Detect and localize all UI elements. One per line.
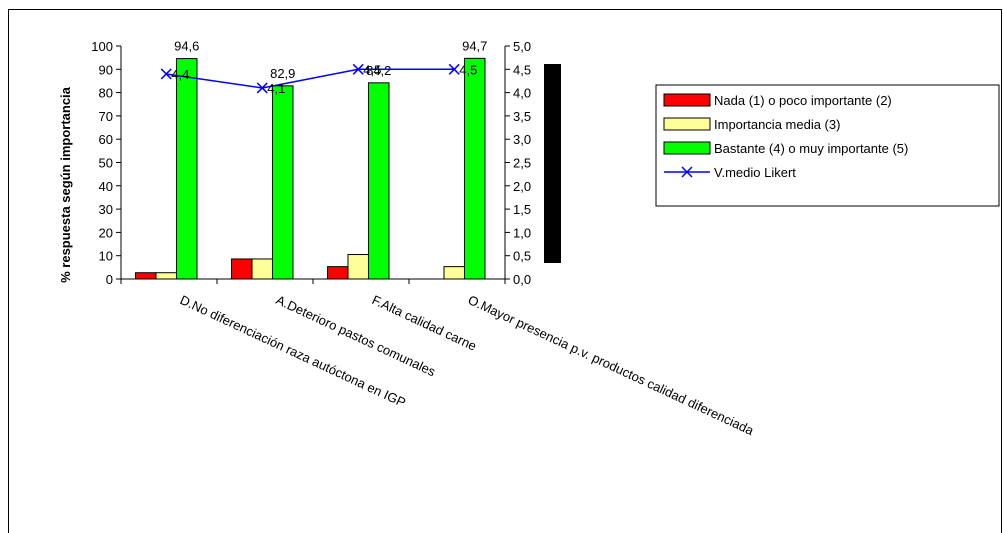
- right-tick-label: 3,5: [513, 109, 531, 124]
- chart-frame: [8, 9, 1002, 533]
- bar-data-label: 94,6: [174, 39, 199, 54]
- left-tick-label: 70: [99, 109, 113, 124]
- bar-media: [251, 258, 273, 280]
- bar-media: [155, 272, 177, 280]
- bar-data-label: 82,9: [270, 66, 295, 81]
- right-tick-label: 4,0: [513, 86, 531, 101]
- left-tick-label: 60: [99, 132, 113, 147]
- bar-nada: [327, 266, 349, 280]
- likert-marker: [160, 68, 172, 80]
- likert-data-label: 4,1: [267, 81, 285, 96]
- legend-swatch: [663, 141, 711, 155]
- category-label: O.Mayor presencia p.v. productos calidad…: [466, 292, 757, 438]
- category-label: A.Deterioro pastos comunales: [274, 292, 439, 379]
- left-tick-label: 90: [99, 62, 113, 77]
- right-axis-dark-block: [544, 64, 561, 263]
- right-tick-label: 1,5: [513, 202, 531, 217]
- y-axis-label: % respuesta según importancia: [58, 86, 73, 283]
- bar-data-label: 94,7: [462, 38, 487, 53]
- bars-group: 94,6 82,9 84,2 94,7: [120, 38, 506, 284]
- right-y-axis: 0,0 0,5 1,0 1,5 2,0 2,5 3,0 3,5 4,0 4,5 5,0: [504, 39, 561, 287]
- legend-label: Nada (1) o poco importante (2): [714, 93, 892, 108]
- bar-bastante: [464, 57, 486, 280]
- likert-data-label: 4,4: [171, 67, 189, 82]
- category-labels: D.No diferenciación raza autóctona en IG…: [178, 292, 757, 438]
- right-tick-label: 2,0: [513, 179, 531, 194]
- bar-nada: [231, 258, 253, 280]
- right-tick-label: 2,5: [513, 156, 531, 171]
- left-tick-label: 50: [99, 156, 113, 171]
- legend-label: V.medio Likert: [714, 165, 796, 180]
- right-tick-label: 3,0: [513, 132, 531, 147]
- left-tick-label: 10: [99, 249, 113, 264]
- legend-box: [655, 84, 1000, 207]
- bar-bastante: [368, 82, 390, 280]
- likert-marker: [256, 82, 268, 94]
- right-tick-label: 4,5: [513, 62, 531, 77]
- bar-media: [347, 254, 369, 280]
- right-tick-label: 1,0: [513, 225, 531, 240]
- left-tick-label: 100: [91, 39, 113, 54]
- bar-nada: [135, 272, 157, 280]
- right-tick-label: 5,0: [513, 39, 531, 54]
- right-tick-label: 0,0: [513, 272, 531, 287]
- legend-swatch: [663, 117, 711, 131]
- left-tick-label: 30: [99, 202, 113, 217]
- bar-data-label: 84,2: [366, 63, 391, 78]
- bar-bastante: [272, 85, 294, 280]
- likert-line: [166, 68, 455, 89]
- left-y-axis: 0 10 20 30 40 50 60 70 80 90 100: [91, 39, 505, 287]
- likert-data-label: 4,5: [459, 62, 477, 77]
- left-tick-label: 80: [99, 86, 113, 101]
- likert-marker: [448, 63, 460, 75]
- likert-marker: [352, 63, 364, 75]
- likert-line-group: 4,4 4,1 4,5 4,5: [160, 62, 477, 96]
- left-tick-label: 0: [106, 272, 113, 287]
- left-tick-label: 40: [99, 179, 113, 194]
- left-tick-label: 20: [99, 225, 113, 240]
- likert-data-label: 4,5: [363, 62, 381, 77]
- bar-media: [443, 266, 465, 280]
- bar-bastante: [176, 58, 198, 280]
- legend-line-marker: [681, 166, 693, 178]
- legend-swatch: [663, 93, 711, 107]
- right-tick-label: 0,5: [513, 249, 531, 264]
- legend-label: Importancia media (3): [714, 117, 840, 132]
- legend-label: Bastante (4) o muy importante (5): [714, 141, 908, 156]
- legend: Nada (1) o poco importante (2) Importanci…: [655, 84, 1000, 207]
